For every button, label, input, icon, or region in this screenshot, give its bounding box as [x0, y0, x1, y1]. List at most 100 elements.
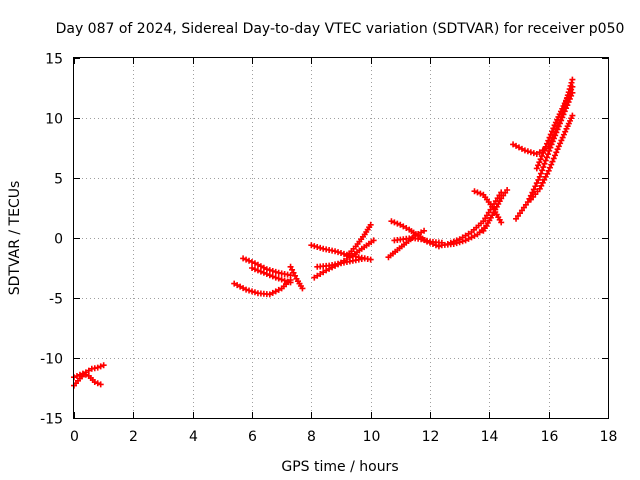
data-point: [540, 149, 547, 156]
plot-frame: [73, 57, 609, 419]
data-series-t11: [385, 227, 428, 261]
data-point: [538, 153, 545, 160]
data-point: [281, 277, 288, 284]
data-point: [530, 186, 537, 193]
data-point: [568, 79, 575, 86]
data-point: [260, 269, 267, 276]
data-point: [557, 140, 564, 147]
data-series-t20: [527, 112, 576, 203]
y-tick-label: 10: [45, 112, 63, 128]
data-point: [539, 167, 546, 174]
data-point: [275, 275, 282, 282]
data-point: [533, 165, 540, 172]
data-point: [547, 131, 554, 138]
data-point: [388, 218, 395, 225]
data-point: [553, 149, 560, 156]
y-tick-label: 15: [45, 52, 63, 68]
data-point: [545, 151, 552, 158]
data-point: [537, 156, 544, 163]
data-point: [541, 146, 548, 153]
data-point: [541, 160, 548, 167]
data-point: [553, 129, 560, 136]
y-tick-label: 5: [54, 172, 63, 188]
data-point: [546, 134, 553, 141]
data-point: [249, 265, 255, 271]
data-point: [314, 244, 321, 250]
data-point: [533, 180, 540, 187]
data-point: [555, 143, 562, 150]
data-point: [76, 371, 83, 378]
data-point: [251, 289, 258, 296]
data-point: [554, 126, 561, 133]
data-point: [391, 219, 398, 226]
y-tick-label: -10: [40, 352, 63, 368]
data-series-t21: [533, 83, 576, 172]
data-point: [287, 279, 294, 286]
data-point: [269, 273, 276, 280]
data-point: [367, 256, 374, 263]
data-point: [246, 257, 253, 264]
data-point: [263, 271, 270, 277]
data-series-t3: [231, 277, 294, 298]
data-point: [254, 267, 261, 274]
data-point: [97, 381, 104, 388]
data-point: [537, 170, 544, 177]
data-series-t9: [314, 255, 368, 270]
data-point: [554, 146, 561, 153]
data-point: [543, 140, 550, 147]
data-point: [94, 364, 101, 371]
data-point: [548, 161, 555, 168]
x-tick-label: 6: [248, 429, 257, 445]
y-tick-label: 0: [54, 232, 63, 248]
data-point: [94, 380, 101, 387]
data-series-t18: [510, 76, 576, 157]
data-point: [536, 173, 543, 180]
data-series-t10: [343, 221, 374, 259]
data-point: [532, 183, 539, 190]
data-series-t12: [388, 218, 442, 250]
data-point: [308, 242, 315, 249]
data-point: [266, 272, 273, 279]
grid-lines: [74, 58, 608, 418]
data-point: [100, 362, 107, 369]
data-point: [562, 128, 569, 135]
data-point: [272, 274, 279, 281]
data-point: [504, 187, 511, 193]
x-tick-label: 0: [70, 429, 79, 445]
data-point: [536, 159, 543, 166]
data-point: [569, 83, 576, 90]
data-point: [560, 131, 567, 138]
data-point: [556, 120, 563, 127]
data-point: [545, 167, 552, 174]
x-tick-label: 12: [422, 429, 440, 445]
data-point: [243, 286, 250, 293]
data-point: [530, 150, 537, 157]
data-point: [527, 149, 534, 156]
data-point: [569, 112, 576, 119]
data-point: [269, 268, 276, 274]
x-tick-label: 2: [129, 429, 138, 445]
data-point: [474, 189, 481, 196]
data-point: [367, 221, 374, 228]
y-tick-label: -5: [49, 292, 63, 308]
data-series-t6: [287, 263, 306, 292]
data-point: [569, 76, 576, 83]
data-point: [535, 162, 542, 169]
data-point: [444, 241, 451, 247]
data-point: [272, 268, 279, 275]
data-point: [542, 143, 549, 150]
data-point: [249, 288, 255, 295]
data-point: [246, 287, 253, 294]
x-tick-label: 10: [363, 429, 381, 445]
data-point: [543, 154, 550, 161]
data-point: [552, 132, 559, 139]
data-point: [311, 243, 318, 250]
data-point: [552, 152, 559, 159]
data-point: [338, 250, 344, 256]
data-point: [278, 276, 285, 283]
data-point: [559, 134, 566, 141]
data-point: [555, 123, 562, 130]
data-point: [535, 176, 542, 183]
data-point: [394, 220, 401, 227]
